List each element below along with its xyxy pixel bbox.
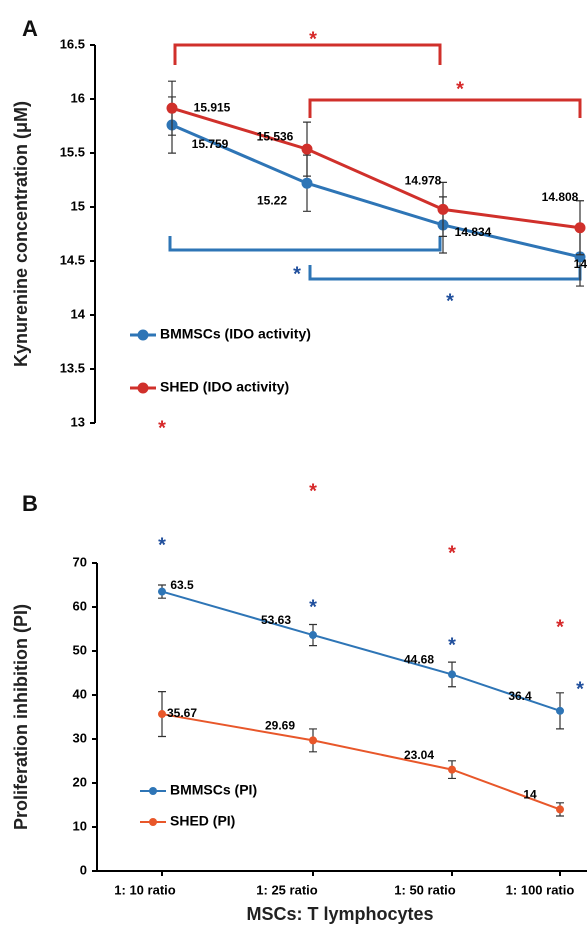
significance-mark: * — [456, 78, 464, 100]
y-tick-label: 13.5 — [60, 360, 85, 375]
x-tick-label: 1: 100 ratio — [506, 882, 575, 897]
legend-label: SHED (IDO activity) — [160, 379, 289, 395]
data-label: 14.538 — [574, 257, 587, 271]
data-label: 23.04 — [404, 748, 434, 762]
y-tick-label: 15 — [71, 198, 85, 213]
y-tick-label: 10 — [73, 818, 87, 833]
marker — [556, 706, 564, 715]
series-line — [161, 590, 561, 712]
legend-marker — [149, 818, 157, 826]
data-label: 63.5 — [170, 578, 194, 592]
legend-marker — [137, 329, 149, 341]
marker — [158, 710, 166, 719]
marker — [301, 177, 313, 189]
bracket — [308, 98, 582, 118]
marker — [301, 143, 313, 155]
x-tick-label: 1: 10 ratio — [114, 882, 175, 897]
data-label: 36.4 — [508, 689, 532, 703]
marker — [574, 222, 586, 234]
y-tick-label: 60 — [73, 598, 87, 613]
y-tick-label: 14.5 — [60, 252, 85, 267]
data-label: 14.834 — [455, 225, 492, 239]
data-label: 15.22 — [257, 193, 287, 207]
marker — [437, 203, 449, 215]
data-label: 15.759 — [192, 137, 229, 151]
y-axis-title: Proliferation inhibition (PI) — [11, 604, 31, 830]
bracket — [308, 265, 582, 281]
data-label: 15.536 — [257, 129, 294, 143]
legend-label: SHED (PI) — [170, 813, 235, 829]
legend-label: BMMSCs (PI) — [170, 782, 257, 798]
y-tick-label: 0 — [80, 862, 87, 877]
y-tick-label: 14 — [71, 306, 86, 321]
y-tick-label: 16.5 — [60, 36, 85, 51]
y-tick-label: 13 — [71, 414, 85, 429]
marker — [556, 805, 564, 814]
y-tick-label: 30 — [73, 730, 87, 745]
significance-mark: * — [293, 263, 301, 285]
data-label: 15.915 — [194, 100, 231, 114]
y-tick-label: 50 — [73, 642, 87, 657]
series-line — [171, 123, 581, 259]
bracket — [168, 236, 442, 252]
panel-label: B — [22, 491, 38, 516]
data-label: 53.63 — [261, 613, 291, 627]
data-label: 14 — [523, 788, 537, 802]
data-label: 35.67 — [167, 706, 197, 720]
bracket — [173, 43, 442, 65]
y-tick-label: 15.5 — [60, 144, 85, 159]
significance-mark: * — [446, 290, 454, 312]
y-axis-title: Kynurenine concentration (μM) — [11, 101, 31, 367]
legend-label: BMMSCs (IDO activity) — [160, 326, 311, 342]
marker — [309, 736, 317, 745]
data-label: 14.978 — [405, 174, 442, 188]
significance-mark: * — [448, 542, 456, 564]
marker — [309, 631, 317, 640]
significance-mark: * — [556, 616, 564, 638]
marker — [448, 765, 456, 774]
significance-mark: * — [158, 417, 166, 439]
y-tick-label: 20 — [73, 774, 87, 789]
significance-mark: * — [309, 28, 317, 50]
y-tick-label: 70 — [73, 554, 87, 569]
data-label: 44.68 — [404, 653, 434, 667]
data-label: 14.808 — [542, 190, 579, 204]
legend-marker — [149, 787, 157, 795]
marker — [448, 670, 456, 679]
marker — [166, 102, 178, 114]
marker — [158, 587, 166, 596]
panel-label: A — [22, 16, 38, 41]
y-tick-label: 40 — [73, 686, 87, 701]
x-tick-label: 1: 25 ratio — [256, 882, 317, 897]
x-axis-title: MSCs: T lymphocytes — [246, 904, 433, 924]
series-line — [161, 713, 561, 811]
legend-marker — [137, 382, 149, 394]
significance-mark: * — [576, 678, 584, 700]
significance-mark: * — [448, 634, 456, 656]
significance-mark: * — [158, 534, 166, 556]
data-label: 29.69 — [265, 719, 295, 733]
y-tick-label: 16 — [71, 90, 85, 105]
series-line — [171, 106, 581, 230]
x-tick-label: 1: 50 ratio — [394, 882, 455, 897]
significance-mark: * — [309, 480, 317, 502]
significance-mark: * — [309, 596, 317, 618]
